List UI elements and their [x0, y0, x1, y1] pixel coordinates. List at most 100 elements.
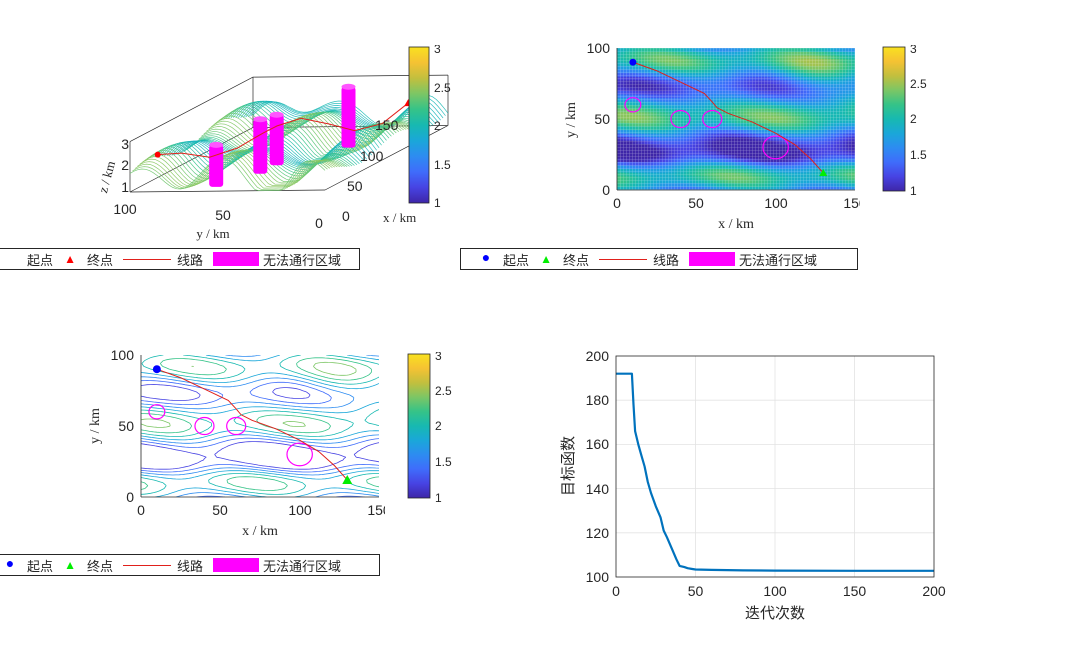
- surface3d-mesh-line: [196, 124, 392, 157]
- ct-y-tick-50: 50: [118, 418, 134, 434]
- cv-x-tick-0: 0: [612, 583, 620, 599]
- legend-noentry-swatch: [213, 252, 260, 266]
- z-tick-2: 2: [121, 157, 129, 173]
- cv-y-tick-100: 100: [586, 569, 610, 585]
- y-axis-label: y / km: [196, 226, 229, 241]
- legend-route-label: 线路: [653, 252, 680, 268]
- surface3d-start-marker: [154, 151, 161, 158]
- hm-x-tick-50: 50: [688, 195, 704, 211]
- contour-line-1.4: [141, 380, 379, 497]
- ct-route: [156, 368, 348, 481]
- legend-route-label: 线路: [177, 558, 204, 574]
- cv-y-tick-120: 120: [586, 525, 610, 541]
- cb-tick-2: 2: [434, 119, 441, 133]
- surface3d-mesh-line: [149, 149, 345, 181]
- surface3d-mesh-line: [134, 154, 331, 189]
- surface3d-mesh-line: [208, 116, 404, 150]
- ct-y-axis-label: y / km: [88, 408, 103, 444]
- hm-start-marker: [629, 58, 637, 66]
- surface3d-obstacle-3: [341, 86, 356, 148]
- ct-obstacle-1: [194, 416, 215, 436]
- surface3d-z-ticks: 1 2 3: [121, 136, 129, 195]
- hm-y-tick-50: 50: [594, 111, 610, 127]
- convergence-plot: 0 50 100 150 200 100 120 140 160 180 200…: [560, 348, 946, 622]
- legend-start-label: 起点: [27, 252, 54, 268]
- surface3d-mesh-line: [213, 114, 409, 148]
- contour-overlay: [148, 365, 353, 484]
- surface3d-mesh-line: [132, 156, 328, 190]
- contour-line-2.2: [141, 357, 379, 491]
- legend-noentry: 无法通行区域: [209, 250, 341, 269]
- ct-obstacle-3: [286, 442, 313, 467]
- legend-end-marker: ▲: [64, 557, 76, 572]
- hm-x-tick-150: 150: [843, 195, 860, 211]
- y-tick-0: 0: [315, 215, 323, 231]
- legend-noentry-swatch: [689, 252, 736, 266]
- surface3d-colorbar: 1 1.5 2 2.5 3: [408, 45, 451, 210]
- ct-x-tick-100: 100: [288, 502, 312, 518]
- surface3d-mesh-line: [233, 102, 429, 133]
- cb-tick-2: 2: [910, 112, 917, 126]
- hm-x-tick-0: 0: [613, 195, 621, 211]
- surface3d-mesh-line: [215, 113, 412, 146]
- legend-route-line: [123, 258, 172, 260]
- legend-route-label: 线路: [177, 252, 204, 268]
- contour-plot: 0 50 100 150 0 50 100 x / km y / km: [88, 347, 385, 539]
- surface3d-mesh-line: [201, 121, 397, 154]
- legend-end-label: 终点: [87, 252, 114, 268]
- cv-y-tick-180: 180: [586, 392, 610, 408]
- cb-tick-1: 1: [910, 184, 917, 198]
- legend-start-label: 起点: [27, 558, 54, 574]
- hm-end-marker: [819, 168, 828, 176]
- legend-surface3d: 起点 ▲ 终点 线路 无法通行区域: [0, 248, 360, 270]
- convergence-series: [616, 372, 934, 572]
- cb-tick-1: 1: [435, 491, 442, 505]
- colorbar-gradient: [408, 46, 430, 204]
- cv-x-tick-100: 100: [763, 583, 787, 599]
- hm-y-axis-label: y / km: [564, 102, 579, 138]
- surface3d-x-ticks: 0 50 100 150: [342, 117, 399, 224]
- ct-x-axis-label: x / km: [242, 524, 278, 539]
- legend-noentry: 无法通行区域: [209, 556, 341, 575]
- surface3d-obstacle-cap-0: [209, 141, 224, 148]
- z-axis-label: z / km: [95, 159, 118, 194]
- ct-x-tick-0: 0: [137, 502, 145, 518]
- legend-start: ● 起点: [0, 556, 53, 575]
- cv-x-tick-200: 200: [922, 583, 946, 599]
- hm-obstacle-3: [762, 135, 789, 160]
- surface3d-mesh-line: [142, 151, 338, 186]
- cv-y-axis-label: 目标函数: [560, 436, 577, 496]
- legend-end-label: 终点: [87, 558, 114, 574]
- legend-end-marker: ▲: [64, 251, 76, 266]
- cb-tick-1.5: 1.5: [910, 148, 927, 162]
- legend-start: 起点: [0, 250, 53, 269]
- hm-y-tick-0: 0: [602, 182, 610, 198]
- surface3d-content: [129, 74, 449, 193]
- heatmap-colorbar: 1 1.5 2 2.5 3: [882, 45, 927, 198]
- ct-y-tick-0: 0: [126, 489, 134, 505]
- contour-line-1.2: [141, 384, 379, 470]
- cv-x-tick-50: 50: [688, 583, 704, 599]
- legend-route-line: [599, 258, 648, 260]
- hm-x-axis-label: x / km: [718, 217, 754, 232]
- contour-axes: [140, 355, 379, 498]
- surface3d-obstacle-cap-3: [341, 83, 356, 90]
- ct-end-marker: [342, 474, 353, 484]
- legend-route: 线路: [119, 250, 203, 269]
- heatmap-axes: [616, 48, 855, 191]
- surface3d-mesh-line: [220, 110, 417, 144]
- surface3d-obstacle-1: [253, 119, 268, 174]
- legend-contour: ● 起点 ▲ 终点 线路 无法通行区域: [0, 554, 380, 576]
- cb-tick-1.5: 1.5: [434, 158, 451, 172]
- ct-x-tick-50: 50: [212, 502, 228, 518]
- surface3d-obstacle-cap-2: [269, 111, 284, 118]
- cb-tick-1: 1: [434, 196, 441, 210]
- hm-obstacle-0: [624, 97, 642, 113]
- legend-end-marker: ▲: [540, 251, 552, 266]
- legend-route: 线路: [595, 250, 679, 269]
- heatmap-overlay: [624, 58, 828, 176]
- surface3d-mesh-line: [237, 101, 434, 130]
- hm-obstacle-1: [670, 109, 691, 129]
- cv-y-tick-140: 140: [586, 481, 610, 497]
- legend-start-marker: ●: [5, 557, 15, 572]
